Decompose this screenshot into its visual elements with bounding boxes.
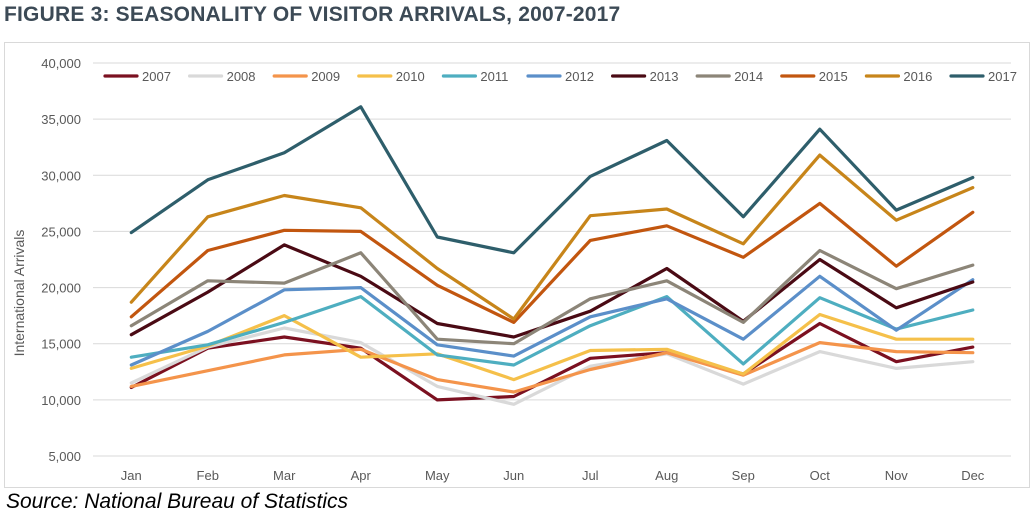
series-line-2007	[129, 321, 975, 402]
x-tick-label: Aug	[655, 468, 678, 483]
x-tick-label: Sep	[732, 468, 755, 483]
legend: 2007 2008 2009 2010 2011 2012 2013 2014 2015 2016…	[103, 69, 1017, 84]
legend-label-2008: 2008	[227, 69, 256, 84]
x-tick-label: Apr	[351, 468, 372, 483]
x-axis: Jan Feb Mar Apr May Jun Jul Aug Sep Oct Nov Dec	[121, 468, 985, 483]
series-line-2008	[129, 326, 975, 406]
x-tick-label: May	[425, 468, 450, 483]
series-line-2009	[129, 341, 975, 394]
legend-label-2013: 2013	[650, 69, 679, 84]
x-tick-label: Nov	[885, 468, 909, 483]
legend-label-2012: 2012	[565, 69, 594, 84]
series-line-2015	[129, 201, 975, 324]
series-line-2013	[129, 243, 975, 339]
x-tick-label: Jan	[121, 468, 142, 483]
series-line-2011	[129, 295, 975, 367]
y-tick-label: 35,000	[41, 112, 81, 127]
series-line-2016	[129, 153, 975, 321]
figure-title: FIGURE 3: SEASONALITY OF VISITOR ARRIVAL…	[4, 3, 621, 26]
x-tick-label: Oct	[810, 468, 831, 483]
y-tick-label: 15,000	[41, 337, 81, 352]
line-chart: 5,000 10,000 15,000 20,000 25,000 30,000 35,00…	[11, 56, 1017, 483]
legend-label-2010: 2010	[396, 69, 425, 84]
x-tick-label: Jul	[582, 468, 599, 483]
chart-frame: 5,000 10,000 15,000 20,000 25,000 30,000 35,00…	[4, 42, 1030, 488]
x-tick-label: Mar	[273, 468, 296, 483]
gridlines	[93, 62, 1011, 457]
legend-label-2015: 2015	[819, 69, 848, 84]
legend-label-2009: 2009	[311, 69, 340, 84]
y-tick-label: 30,000	[41, 168, 81, 183]
series-line-2010	[129, 312, 975, 382]
series-line-2012	[129, 274, 975, 367]
legend-label-2007: 2007	[142, 69, 171, 84]
x-tick-label: Dec	[961, 468, 985, 483]
legend-label-2017: 2017	[988, 69, 1017, 84]
series-lines	[129, 105, 975, 406]
y-tick-label: 40,000	[41, 56, 81, 71]
series-line-2017	[129, 105, 975, 255]
y-axis: 5,000 10,000 15,000 20,000 25,000 30,000 35,00…	[41, 56, 81, 464]
y-tick-label: 25,000	[41, 224, 81, 239]
y-tick-label: 20,000	[41, 281, 81, 296]
series-line-2014	[129, 248, 975, 346]
legend-label-2014: 2014	[734, 69, 763, 84]
legend-label-2011: 2011	[480, 69, 508, 84]
x-tick-label: Jun	[503, 468, 524, 483]
y-tick-label: 5,000	[48, 449, 81, 464]
source-note: Source: National Bureau of Statistics	[6, 490, 349, 513]
x-tick-label: Feb	[197, 468, 219, 483]
y-tick-label: 10,000	[41, 393, 81, 408]
legend-label-2016: 2016	[903, 69, 932, 84]
y-axis-label: International Arrivals	[11, 230, 27, 357]
